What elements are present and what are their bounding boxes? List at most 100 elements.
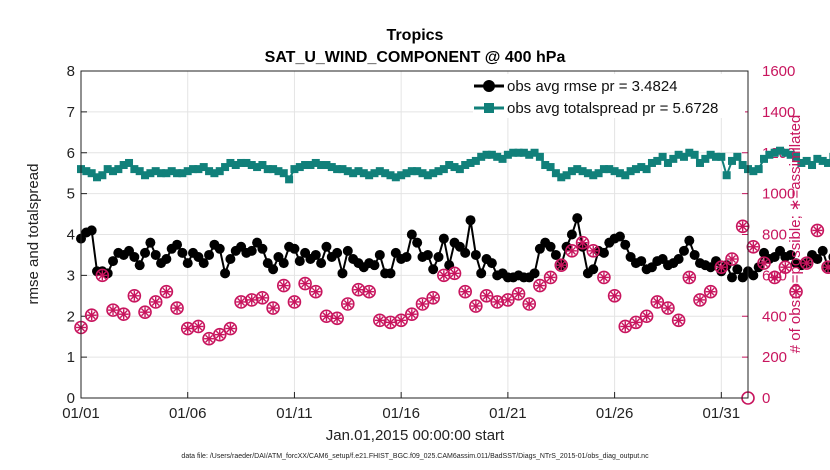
spread-point <box>215 167 224 176</box>
y-left-tick-label: 6 <box>67 145 75 162</box>
rmse-point <box>134 260 145 271</box>
spread-point <box>519 148 528 157</box>
spread-point <box>343 167 352 176</box>
rmse-point <box>678 245 689 256</box>
obs-count-point <box>565 244 579 258</box>
spread-point <box>706 150 715 159</box>
obs-count-point <box>127 289 142 303</box>
rmse-point <box>529 268 540 279</box>
spread-point <box>658 152 667 161</box>
spread-point <box>663 158 672 167</box>
spread-point <box>119 161 128 170</box>
rmse-point <box>470 249 481 260</box>
rmse-point <box>433 251 444 262</box>
spread-point <box>487 150 496 159</box>
spread-point <box>653 156 662 165</box>
rmse-point <box>785 249 796 260</box>
spread-point <box>546 163 555 172</box>
rmse-point <box>86 225 97 236</box>
obs-count-point <box>661 301 675 315</box>
obs-count-point <box>351 282 366 297</box>
obs-count-point <box>202 331 216 346</box>
spread-point <box>253 163 262 172</box>
spread-point <box>130 165 139 174</box>
obs-count-point <box>746 239 761 254</box>
legend-box <box>473 74 745 118</box>
spread-point <box>711 152 720 161</box>
spread-point <box>242 158 251 167</box>
x-tick-label: 01/26 <box>596 405 634 422</box>
y-axis-right-label: # of obs: o=possible; ∗=assimilated <box>787 115 804 354</box>
spread-point <box>754 165 763 174</box>
rmse-point <box>257 243 268 254</box>
obs-count-point <box>212 327 227 342</box>
obs-count-point <box>426 291 440 305</box>
footnote: data file: /Users/raeder/DAI/ATM_forcXX/… <box>181 453 649 460</box>
spread-point <box>776 146 785 155</box>
spread-point <box>167 167 176 176</box>
spread-point <box>445 161 454 170</box>
spread-point <box>226 158 235 167</box>
obs-count-point <box>821 260 830 274</box>
obs-count-point <box>298 276 312 291</box>
spread-point <box>637 163 646 172</box>
spread-point <box>162 169 171 178</box>
spread-point <box>535 152 544 161</box>
obs-count-point <box>650 295 665 309</box>
spread-point <box>722 171 731 180</box>
spread-point <box>808 161 817 170</box>
spread-point <box>674 150 683 159</box>
rmse-point <box>572 213 583 224</box>
spread-point <box>285 175 294 184</box>
obs-count-point <box>533 278 547 293</box>
obs-count-point <box>405 307 419 322</box>
spread-point <box>391 173 400 182</box>
spread-point <box>98 171 107 180</box>
rmse-point <box>246 245 257 256</box>
y-left-tick-label: 2 <box>67 308 75 325</box>
spread-point <box>589 171 598 180</box>
spread-point <box>311 158 320 167</box>
obs-count-point <box>394 313 408 328</box>
spread-point <box>87 169 96 178</box>
spread-point <box>306 161 315 170</box>
spread-point <box>679 152 688 161</box>
rmse-point <box>486 258 497 269</box>
rmse-point <box>150 249 161 260</box>
rmse-point <box>428 264 439 275</box>
spread-point <box>231 161 240 170</box>
spread-point <box>813 154 822 163</box>
rmse-point <box>620 239 631 250</box>
obs-count-point <box>693 293 707 307</box>
obs-count-point <box>639 309 654 324</box>
rmse-point <box>225 254 236 265</box>
rmse-point <box>465 215 476 226</box>
spread-point <box>109 167 118 176</box>
spread-point <box>594 169 603 178</box>
spread-point <box>551 169 560 178</box>
spread-point <box>477 152 486 161</box>
rmse-point <box>689 249 700 260</box>
rmse-point <box>726 272 737 283</box>
y-left-tick-label: 3 <box>67 267 75 284</box>
obs-count-point <box>810 223 825 238</box>
spread-point <box>103 165 112 174</box>
obs-count-point <box>714 260 729 275</box>
rmse-point <box>406 229 417 240</box>
spread-point <box>263 165 272 174</box>
y-left-tick-label: 7 <box>67 104 75 121</box>
obs-count-point <box>607 289 622 303</box>
spread-point <box>354 167 363 176</box>
y-left-tick-label: 8 <box>67 63 75 80</box>
spread-point <box>578 167 587 176</box>
obs-count-point <box>244 293 259 307</box>
obs-count-point <box>287 295 302 309</box>
rmse-point <box>198 258 209 269</box>
obs-count-point <box>703 284 718 299</box>
rmse-point <box>278 258 289 269</box>
x-tick-label: 01/31 <box>703 405 741 422</box>
spread-point <box>258 161 267 170</box>
spread-point <box>279 169 288 178</box>
rmse-point <box>566 229 577 240</box>
obs-count-point <box>586 244 601 258</box>
